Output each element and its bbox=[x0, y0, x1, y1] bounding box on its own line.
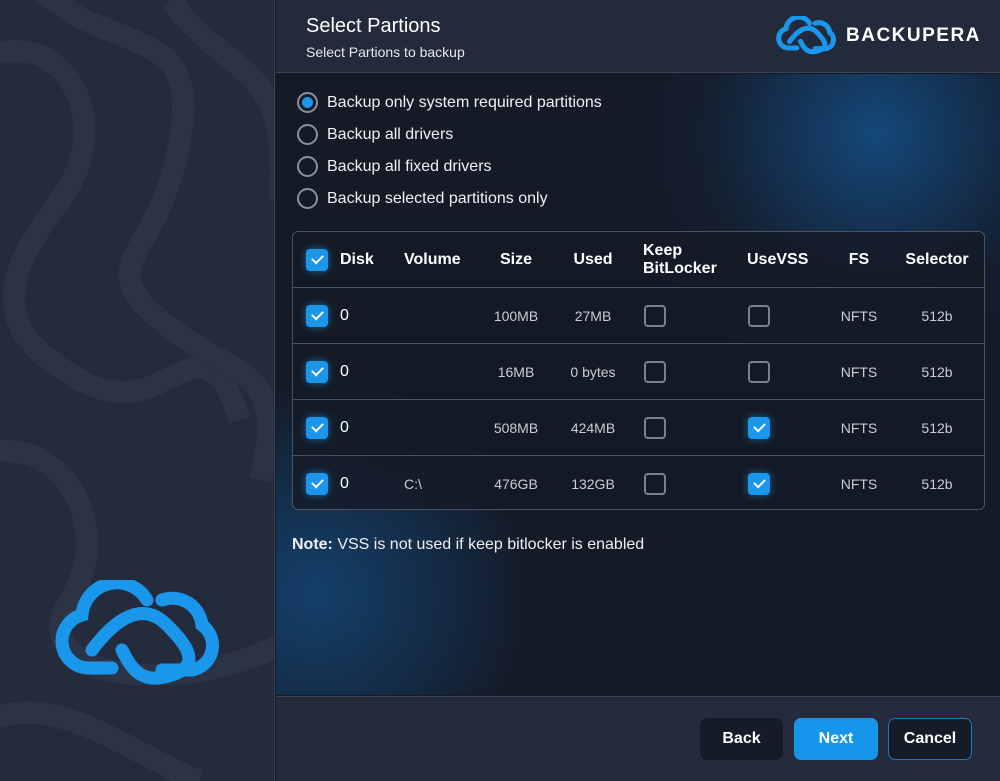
cell-size: 508MB bbox=[493, 419, 539, 436]
radio-selected-partitions[interactable]: Backup selected partitions only bbox=[297, 188, 548, 209]
cell-size: 16MB bbox=[497, 363, 535, 380]
radio-label: Backup only system required partitions bbox=[327, 93, 602, 111]
cell-disk: 0 bbox=[340, 362, 349, 380]
header: Select Partions Select Partions to backu… bbox=[276, 0, 1000, 73]
radio-label: Backup all drivers bbox=[327, 125, 454, 143]
cell-selector: 512b bbox=[921, 475, 953, 492]
note-text: VSS is not used if keep bitlocker is ena… bbox=[332, 536, 645, 553]
partitions-table: Disk Volume Size Used Keep BitLocker UseV… bbox=[292, 231, 985, 510]
cell-selector: 512b bbox=[921, 419, 953, 436]
col-used: Used bbox=[573, 250, 613, 268]
col-fs: FS bbox=[848, 250, 870, 268]
page-subtitle: Select Partions to backup bbox=[306, 44, 465, 60]
radio-fixed-drivers[interactable]: Backup all fixed drivers bbox=[297, 156, 492, 177]
cell-fs: NFTS bbox=[840, 475, 878, 492]
brand-name: BACKUPERA bbox=[846, 25, 981, 46]
cell-used: 132GB bbox=[571, 475, 615, 492]
cell-fs: NFTS bbox=[840, 307, 878, 324]
cell-selector: 512b bbox=[921, 363, 953, 380]
cloud-logo-icon bbox=[776, 16, 836, 55]
radio-all-drivers[interactable]: Backup all drivers bbox=[297, 124, 453, 145]
row-select-checkbox[interactable] bbox=[306, 360, 328, 383]
row-select-checkbox[interactable] bbox=[306, 304, 328, 327]
cell-used: 0 bytes bbox=[570, 363, 616, 380]
radio-indicator[interactable] bbox=[297, 92, 318, 113]
radio-system-partitions[interactable]: Backup only system required partitions bbox=[297, 92, 602, 113]
cell-fs: NFTS bbox=[840, 419, 878, 436]
content: Backup only system required partitions B… bbox=[276, 74, 1000, 695]
keep-bitlocker-checkbox[interactable] bbox=[644, 360, 666, 383]
cell-size: 476GB bbox=[494, 475, 538, 492]
usevss-checkbox[interactable] bbox=[748, 472, 770, 495]
radio-indicator[interactable] bbox=[297, 156, 318, 177]
note: Note: VSS is not used if keep bitlocker … bbox=[292, 536, 644, 554]
row-select-checkbox[interactable] bbox=[306, 416, 328, 439]
radio-indicator[interactable] bbox=[297, 188, 318, 209]
col-keep-bitlocker: Keep BitLocker bbox=[643, 232, 717, 287]
keep-bitlocker-checkbox[interactable] bbox=[644, 472, 666, 495]
table-row[interactable]: 0 508MB 424MB NFTS 512b bbox=[293, 399, 984, 455]
table-header: Disk Volume Size Used Keep BitLocker UseV… bbox=[293, 232, 984, 287]
col-keep-line1: Keep bbox=[643, 241, 683, 259]
backupera-logo-large bbox=[55, 580, 220, 685]
cell-used: 424MB bbox=[570, 419, 616, 436]
cell-selector: 512b bbox=[921, 307, 953, 324]
cell-used: 27MB bbox=[574, 307, 612, 324]
table-row[interactable]: 0 C:\ 476GB 132GB NFTS 512b bbox=[293, 455, 984, 511]
select-all-checkbox[interactable] bbox=[306, 248, 328, 271]
col-selector: Selector bbox=[905, 250, 969, 268]
cell-disk: 0 bbox=[340, 306, 349, 324]
cell-disk: 0 bbox=[340, 474, 349, 492]
cancel-button[interactable]: Cancel bbox=[888, 718, 972, 760]
table-row[interactable]: 0 16MB 0 bytes NFTS 512b bbox=[293, 343, 984, 399]
cell-fs: NFTS bbox=[840, 363, 878, 380]
keep-bitlocker-checkbox[interactable] bbox=[644, 416, 666, 439]
col-disk: Disk bbox=[340, 250, 374, 268]
cell-disk: 0 bbox=[340, 418, 349, 436]
back-button[interactable]: Back bbox=[700, 718, 783, 760]
brand-logo: BACKUPERA bbox=[774, 16, 981, 56]
cell-size: 100MB bbox=[493, 307, 539, 324]
keep-bitlocker-checkbox[interactable] bbox=[644, 304, 666, 327]
radio-label: Backup all fixed drivers bbox=[327, 157, 492, 175]
col-size: Size bbox=[499, 250, 532, 268]
row-select-checkbox[interactable] bbox=[306, 472, 328, 495]
page-title: Select Partions bbox=[306, 15, 441, 37]
radio-indicator[interactable] bbox=[297, 124, 318, 145]
usevss-checkbox[interactable] bbox=[748, 304, 770, 327]
footer: Back Next Cancel bbox=[276, 696, 1000, 781]
col-volume: Volume bbox=[404, 250, 461, 268]
note-label: Note: bbox=[292, 536, 333, 553]
cell-volume: C:\ bbox=[404, 475, 422, 492]
radio-label: Backup selected partitions only bbox=[327, 189, 548, 207]
col-keep-line2: BitLocker bbox=[643, 259, 717, 277]
table-row[interactable]: 0 100MB 27MB NFTS 512b bbox=[293, 287, 984, 343]
usevss-checkbox[interactable] bbox=[748, 416, 770, 439]
topographic-pattern bbox=[0, 0, 274, 781]
usevss-checkbox[interactable] bbox=[748, 360, 770, 383]
col-usevss: UseVSS bbox=[747, 250, 809, 268]
next-button[interactable]: Next bbox=[794, 718, 878, 760]
left-decor-panel bbox=[0, 0, 275, 781]
